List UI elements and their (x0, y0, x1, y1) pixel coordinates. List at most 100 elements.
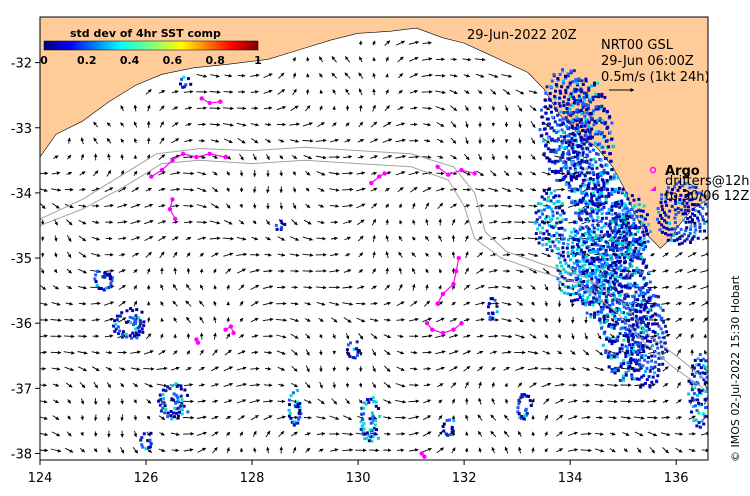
current-vector (130, 219, 141, 225)
sst-pixel (555, 139, 559, 143)
sst-pixel (640, 375, 644, 379)
sst-pixel (606, 188, 610, 192)
sst-pixel (592, 298, 595, 302)
x-tick-label: 132 (452, 471, 477, 486)
sst-pixel (603, 224, 607, 228)
sst-pixel (634, 290, 638, 294)
sst-pixel (355, 340, 359, 344)
sst-pixel (561, 209, 564, 213)
current-vector (158, 350, 166, 355)
sst-pixel (547, 224, 551, 227)
sst-pixel (649, 230, 653, 234)
sst-pixel (581, 178, 585, 182)
sst-pixel (631, 241, 635, 245)
current-vector (66, 268, 72, 274)
sst-pixel (561, 254, 565, 258)
sst-pixel (596, 173, 599, 177)
current-vector (385, 267, 390, 275)
sst-pixel (696, 236, 700, 240)
current-vector (196, 73, 208, 78)
sst-pixel (173, 406, 177, 410)
sst-pixel (360, 406, 364, 410)
current-vector (146, 431, 151, 437)
sst-pixel (128, 334, 132, 338)
sst-pixel (570, 236, 574, 240)
current-vector (184, 383, 194, 387)
current-vector (371, 203, 377, 209)
current-vector (278, 139, 285, 143)
sst-pixel (642, 331, 646, 335)
drifter-fix (180, 151, 186, 156)
current-vector (184, 106, 193, 110)
sst-pixel (538, 236, 541, 240)
sst-pixel (112, 324, 116, 328)
sst-pixel (643, 298, 646, 302)
sst-pixel (557, 252, 561, 256)
sst-pixel (577, 94, 581, 98)
sst-pixel (585, 283, 589, 287)
sst-pixel (357, 349, 360, 352)
sst-pixel (637, 268, 641, 272)
sst-pixel (698, 222, 702, 226)
current-vector (554, 382, 565, 387)
current-vector (211, 252, 219, 258)
current-vector (93, 431, 98, 437)
current-vector (131, 252, 140, 257)
sst-pixel (690, 396, 694, 400)
sst-pixel (578, 296, 582, 299)
sst-pixel (600, 207, 604, 211)
sst-pixel (632, 301, 635, 305)
current-vector (395, 399, 407, 404)
sst-pixel (578, 208, 582, 212)
sst-pixel (613, 264, 616, 268)
sst-pixel (610, 137, 614, 141)
sst-pixel (606, 266, 610, 270)
sst-pixel (623, 297, 627, 301)
current-vector (594, 383, 605, 387)
sst-pixel (613, 371, 617, 375)
sst-pixel (640, 221, 644, 225)
current-vector (223, 252, 234, 257)
sst-pixel (632, 335, 636, 339)
sst-pixel (558, 89, 562, 93)
current-vector (131, 187, 140, 193)
sst-pixel (602, 202, 606, 206)
current-vector (463, 204, 470, 208)
current-vector (423, 383, 431, 387)
sst-pixel (585, 212, 589, 216)
sst-pixel (585, 273, 588, 277)
sst-pixel (177, 406, 181, 410)
sst-pixel (544, 91, 548, 95)
current-vector (411, 267, 416, 275)
sst-pixel (607, 353, 611, 357)
sst-pixel (580, 171, 584, 175)
current-vector (197, 122, 207, 127)
sst-pixel (645, 264, 649, 268)
sst-pixel (646, 339, 649, 343)
current-vector (262, 301, 274, 306)
sst-pixel (600, 326, 603, 330)
sst-pixel (564, 160, 568, 164)
sst-pixel (673, 216, 677, 220)
current-vector (449, 73, 458, 78)
sst-pixel (620, 289, 624, 293)
current-vector (212, 155, 218, 159)
sst-pixel (579, 153, 582, 157)
sst-pixel (612, 282, 616, 286)
sst-pixel (625, 301, 629, 305)
sst-pixel (671, 188, 674, 191)
current-vector (517, 430, 522, 437)
current-vector (478, 381, 482, 389)
current-vector (209, 236, 221, 241)
sst-pixel (548, 187, 552, 191)
sst-pixel (677, 201, 681, 205)
sst-pixel (630, 224, 634, 228)
sst-pixel (579, 98, 582, 102)
sst-pixel (574, 276, 578, 280)
sst-pixel (640, 214, 643, 218)
sst-pixel (588, 212, 592, 216)
sst-pixel (591, 303, 595, 307)
current-vector (329, 301, 340, 306)
sst-pixel (620, 231, 624, 235)
current-vector (465, 251, 469, 259)
